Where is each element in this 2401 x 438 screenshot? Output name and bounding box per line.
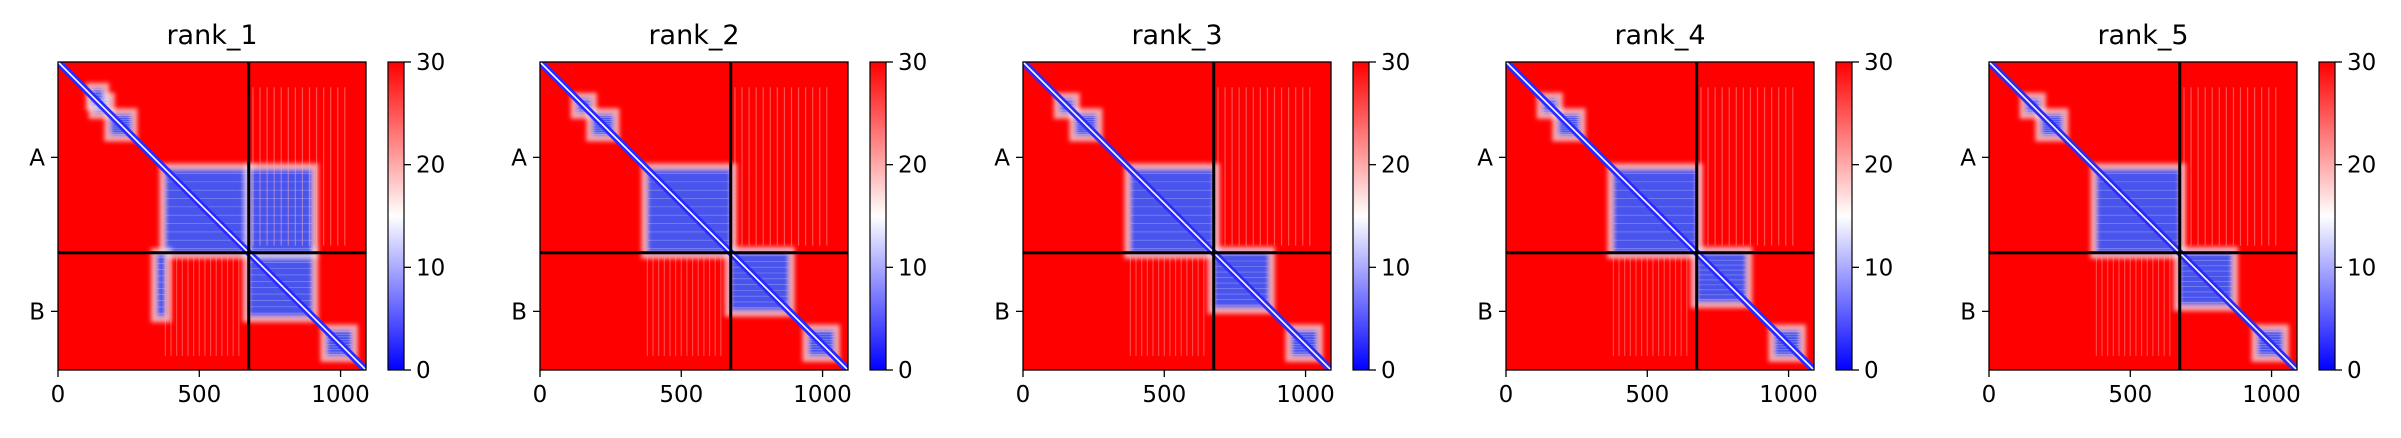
axes-frame (57, 61, 367, 371)
x-tick-label: 0 (1016, 382, 1031, 408)
heatmap-diagonal-core (540, 62, 848, 370)
x-tick-label: 500 (1625, 382, 1669, 408)
colorbar-tick-label: 0 (416, 358, 431, 384)
x-tick-label: 1000 (1276, 382, 1335, 408)
y-tick-label: A (511, 145, 527, 171)
colorbar-tick-label: 10 (2347, 255, 2376, 281)
colorbar-tick-label: 0 (898, 358, 913, 384)
colorbar-tick-label: 20 (416, 153, 445, 179)
heatmap-diagonal-core (58, 62, 366, 370)
y-tick-label: B (1477, 299, 1493, 325)
heatmap-area (1989, 62, 2297, 370)
heatmap-area (58, 62, 366, 370)
x-tick-label: 500 (659, 382, 703, 408)
x-tick-label: 500 (2108, 382, 2152, 408)
heatmap-diagonal-core (1506, 62, 1814, 370)
y-tick-label: B (511, 299, 527, 325)
heatmap-diagonal-core (1989, 62, 2297, 370)
heatmap-block (250, 169, 313, 253)
colorbar-tick-label: 30 (1864, 50, 1893, 76)
heatmap-area (1506, 62, 1814, 370)
y-tick-label: A (1960, 145, 1976, 171)
x-tick-label: 1000 (793, 382, 852, 408)
heatmap-panel-5: rank_5 0 500 1000 A B 0 10 20 30 (1960, 20, 2376, 408)
colorbar (387, 61, 405, 371)
colorbar-tick-label: 10 (898, 255, 927, 281)
heatmap-block (156, 254, 166, 317)
colorbar-tick-label: 20 (898, 153, 927, 179)
panel-title: rank_4 (1614, 20, 1705, 51)
x-tick-label: 500 (1142, 382, 1186, 408)
heatmap-panel-3: rank_3 0 500 1000 A B 0 10 20 30 (994, 20, 1410, 408)
colorbar (1352, 61, 1370, 371)
colorbar-tick-label: 30 (416, 50, 445, 76)
x-tick-label: 1000 (311, 382, 370, 408)
axes-frame (1022, 61, 1332, 371)
colorbar-tick-label: 20 (1381, 153, 1410, 179)
y-tick-label: A (994, 145, 1010, 171)
colorbar-tick-label: 0 (1864, 358, 1879, 384)
colorbar-tick-label: 20 (1864, 153, 1893, 179)
axes-frame (539, 61, 849, 371)
y-tick-label: A (29, 145, 45, 171)
colorbar-tick-label: 0 (1381, 358, 1396, 384)
panel-title: rank_1 (166, 20, 257, 51)
x-tick-label: 0 (51, 382, 66, 408)
heatmap-area (1023, 62, 1331, 370)
y-tick-label: B (994, 299, 1010, 325)
x-tick-label: 1000 (2242, 382, 2301, 408)
colorbar-tick-label: 20 (2347, 153, 2376, 179)
heatmap-panel-4: rank_4 0 500 1000 A B 0 10 20 30 (1477, 20, 1893, 408)
colorbar-tick-label: 0 (2347, 358, 2362, 384)
y-tick-label: B (1960, 299, 1976, 325)
colorbar-tick-label: 10 (1381, 255, 1410, 281)
axes-frame (1988, 61, 2298, 371)
colorbar-tick-label: 30 (898, 50, 927, 76)
panel-title: rank_3 (1131, 20, 1222, 51)
colorbar (1835, 61, 1853, 371)
colorbar-tick-label: 10 (1864, 255, 1893, 281)
x-tick-label: 0 (533, 382, 548, 408)
heatmap-panel-2: rank_2 0 500 1000 A B 0 10 20 30 (511, 20, 927, 408)
x-tick-label: 500 (177, 382, 221, 408)
y-tick-label: B (29, 299, 45, 325)
heatmap-area (540, 62, 848, 370)
x-tick-label: 0 (1499, 382, 1514, 408)
heatmap-panel-1: rank_1 0 500 1000 A B 0 10 20 30 (29, 20, 445, 408)
panel-title: rank_2 (648, 20, 739, 51)
colorbar-tick-label: 30 (2347, 50, 2376, 76)
x-tick-label: 0 (1982, 382, 1997, 408)
x-tick-label: 1000 (1759, 382, 1818, 408)
y-tick-label: A (1477, 145, 1493, 171)
axes-frame (1505, 61, 1815, 371)
colorbar (869, 61, 887, 371)
colorbar-tick-label: 10 (416, 255, 445, 281)
panel-title: rank_5 (2097, 20, 2188, 51)
colorbar (2318, 61, 2336, 371)
colorbar-tick-label: 30 (1381, 50, 1410, 76)
heatmap-diagonal-core (1023, 62, 1331, 370)
